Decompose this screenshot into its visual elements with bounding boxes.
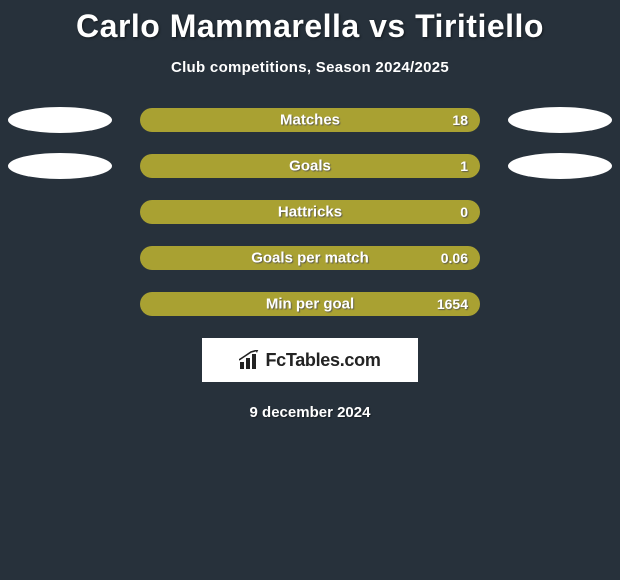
stat-label: Goals per match — [251, 250, 369, 267]
stat-value-right: 1654 — [437, 296, 468, 312]
stat-row: Matches 18 — [0, 108, 620, 132]
stat-bar: Matches 18 — [140, 108, 480, 132]
stat-value-right: 18 — [452, 112, 468, 128]
player-ellipse-right — [508, 107, 612, 133]
stat-label: Goals — [289, 158, 331, 175]
player-ellipse-left — [8, 153, 112, 179]
infographic-container: Carlo Mammarella vs Tiritiello Club comp… — [0, 0, 620, 421]
branding-box: FcTables.com — [202, 338, 418, 382]
stat-value-right: 0.06 — [441, 250, 468, 266]
stat-value-right: 0 — [460, 204, 468, 220]
page-title: Carlo Mammarella vs Tiritiello — [0, 8, 620, 45]
stats-block: Matches 18 Goals 1 Hattricks 0 Goals per match… — [0, 108, 620, 316]
player-ellipse-right — [508, 153, 612, 179]
bar-chart-icon — [239, 350, 261, 370]
stat-bar: Hattricks 0 — [140, 200, 480, 224]
stat-value-right: 1 — [460, 158, 468, 174]
date-text: 9 december 2024 — [0, 404, 620, 421]
stat-label: Hattricks — [278, 204, 342, 221]
stat-row: Hattricks 0 — [0, 200, 620, 224]
stat-row: Goals per match 0.06 — [0, 246, 620, 270]
stat-row: Goals 1 — [0, 154, 620, 178]
player-ellipse-left — [8, 107, 112, 133]
stat-bar: Goals 1 — [140, 154, 480, 178]
branding-inner: FcTables.com — [239, 350, 380, 371]
stat-label: Min per goal — [266, 296, 354, 313]
stat-row: Min per goal 1654 — [0, 292, 620, 316]
subtitle: Club competitions, Season 2024/2025 — [0, 59, 620, 76]
stat-bar: Goals per match 0.06 — [140, 246, 480, 270]
stat-bar: Min per goal 1654 — [140, 292, 480, 316]
branding-text: FcTables.com — [265, 350, 380, 371]
stat-label: Matches — [280, 112, 340, 129]
